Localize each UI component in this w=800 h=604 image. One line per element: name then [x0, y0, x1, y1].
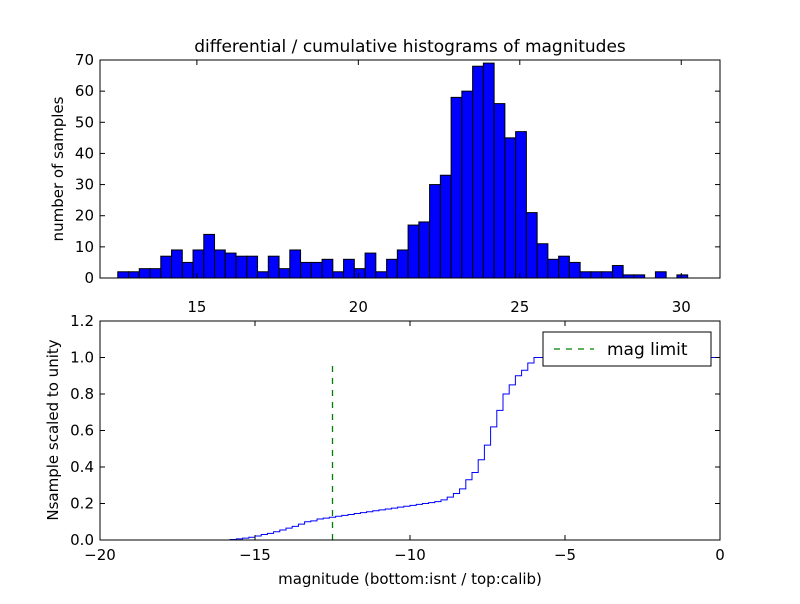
histogram-bar: [117, 271, 130, 279]
histogram-bar: [482, 62, 495, 279]
bottom-y-tick-label: 0.6: [70, 422, 94, 440]
histogram-bar: [300, 261, 312, 279]
bottom-x-tick-label: −15: [239, 546, 271, 564]
top-x-tick-label: 30: [672, 298, 691, 316]
chart-title: differential / cumulative histograms of …: [194, 37, 626, 57]
histogram-bar: [224, 252, 237, 279]
histogram-bar: [568, 261, 581, 279]
bottom-y-tick-label: 0.8: [70, 385, 94, 403]
histogram-bar: [214, 249, 226, 279]
histogram-bar: [386, 258, 398, 279]
bottom-cumulative-panel: −20 −15 −10 −5 0 0.0 0.2 0.4 0.6 0.8 1.0 1.2 Nsampl…: [44, 312, 725, 588]
top-y-tick-label: 50: [75, 113, 94, 131]
top-x-tick-label: 25: [510, 298, 529, 316]
bottom-y-tick-label: 0.0: [70, 531, 94, 549]
bottom-x-tick-label: −5: [554, 546, 576, 564]
histogram-bar: [579, 271, 592, 279]
histogram-bar: [611, 265, 624, 279]
bottom-y-tick-label: 0.4: [70, 458, 94, 476]
bottom-x-tick-label: 0: [715, 546, 725, 564]
histogram-bar: [407, 224, 420, 279]
histogram-bar: [321, 258, 334, 279]
legend-mag-limit-label: mag limit: [607, 340, 688, 360]
histogram-bar: [375, 271, 388, 279]
x-axis-label: magnitude (bottom:isnt / top:calib): [278, 570, 542, 588]
histogram-bar: [558, 255, 570, 279]
cumulative-step-line: [100, 357, 721, 541]
top-axes-frame: [99, 59, 721, 279]
histogram-bar: [149, 268, 162, 279]
histogram-bar: [192, 249, 205, 279]
histogram-bar: [278, 268, 291, 279]
histogram-bar: [343, 258, 355, 279]
top-x-tick-label: 20: [349, 298, 368, 316]
histogram-bar: [461, 90, 474, 279]
histogram-bar: [353, 268, 366, 279]
top-x-tick-label: 15: [187, 298, 206, 316]
histogram-bar: [418, 221, 431, 279]
top-y-tick-label: 40: [75, 144, 94, 162]
histogram-bar: [267, 255, 280, 279]
histogram-bar: [504, 137, 517, 279]
bottom-x-tick-label: −20: [84, 546, 116, 564]
histogram-bar: [289, 249, 302, 279]
histogram-bar: [525, 212, 538, 279]
histogram-bar: [181, 261, 194, 279]
histogram-bar: [547, 258, 560, 279]
histogram-bar: [171, 249, 183, 279]
bottom-lines-group: [100, 357, 721, 541]
bottom-x-tick-label: −10: [394, 546, 426, 564]
histogram-bar: [601, 271, 613, 279]
top-y-tick-label: 20: [75, 207, 94, 225]
histogram-bar: [203, 233, 216, 279]
histogram-bar: [450, 96, 463, 279]
histogram-bar: [429, 184, 441, 279]
histogram-bar: [536, 243, 549, 279]
bottom-y-tick-label: 1.2: [70, 312, 94, 330]
histogram-bar: [396, 249, 409, 279]
top-y-tick-label: 70: [75, 51, 94, 69]
histogram-bar: [128, 271, 140, 279]
bottom-y-tick-label: 1.0: [70, 349, 94, 367]
histogram-bar: [332, 271, 345, 279]
bottom-y-tick-label: 0.2: [70, 495, 94, 513]
histogram-bar: [310, 261, 323, 279]
top-ticks-group: 15 20 25 30 0 10 20 30 40 50 60 70: [75, 51, 720, 316]
top-y-tick-label: 60: [75, 82, 94, 100]
histogram-bar: [246, 255, 259, 279]
histogram-bar: [364, 252, 377, 279]
top-y-axis-label: number of samples: [49, 96, 67, 241]
histogram-bar: [257, 271, 269, 279]
histogram-bar: [439, 174, 452, 279]
bottom-ticks-group: −20 −15 −10 −5 0 0.0 0.2 0.4 0.6 0.8 1.0 1.2: [70, 312, 725, 564]
top-y-tick-label: 0: [84, 269, 94, 287]
histogram-bar: [493, 103, 506, 279]
histogram-bar: [235, 255, 248, 279]
histogram-bar: [138, 268, 151, 279]
histogram-bar: [515, 131, 527, 279]
top-y-tick-label: 10: [75, 238, 94, 256]
histogram-bar: [590, 271, 603, 279]
histogram-bar: [472, 65, 484, 279]
histogram-bar: [160, 255, 173, 279]
legend: mag limit: [542, 331, 712, 367]
top-y-tick-label: 30: [75, 176, 94, 194]
histogram-bar: [654, 271, 667, 279]
bottom-y-axis-label: Nsample scaled to unity: [44, 339, 62, 520]
top-histogram-panel: 15 20 25 30 0 10 20 30 40 50 60 70 number of sample…: [49, 51, 721, 316]
